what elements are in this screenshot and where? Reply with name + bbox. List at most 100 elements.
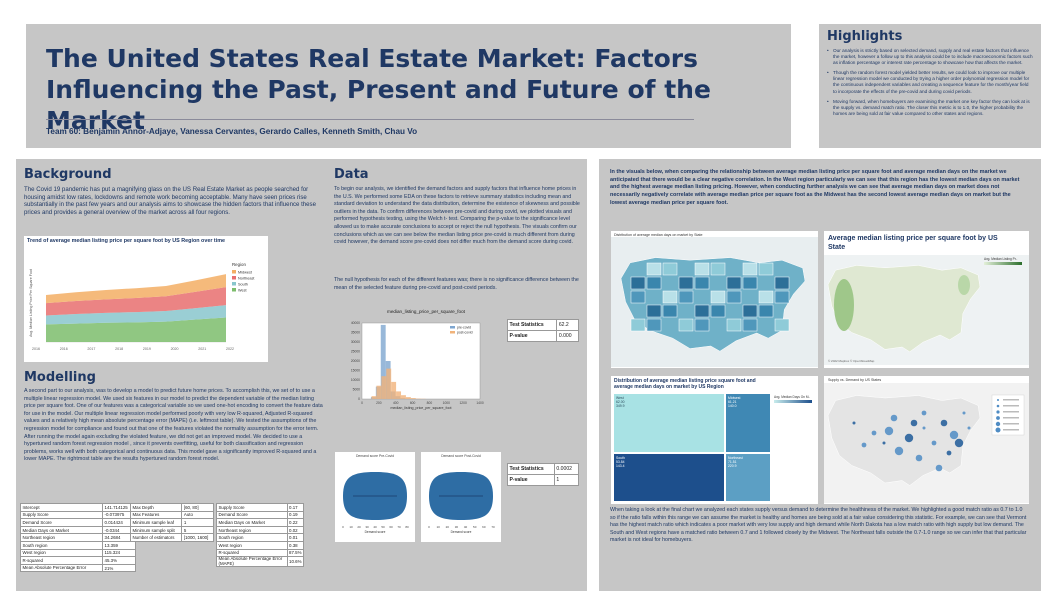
map-price-legend-label: Avg. Median Listing Pr.. bbox=[984, 257, 1018, 261]
table-label-cell: Minimum sample split bbox=[129, 525, 183, 535]
table-label-cell: Mean Absolute Percentage Error bbox=[19, 563, 104, 573]
area-series-midwest bbox=[46, 274, 226, 304]
state-bubble bbox=[949, 430, 959, 440]
histogram-title: median_listing_price_per_square_foot bbox=[387, 309, 465, 314]
treemap-cell-value: 71.51 bbox=[728, 460, 737, 465]
background-heading: Background bbox=[24, 167, 112, 182]
test-table-2: Test Statistics 0.0002 P-value 1 bbox=[507, 463, 580, 486]
table-row: Mean Absolute Percentage Error 21% bbox=[19, 563, 136, 573]
violin2-title: Demand score Post-Covid bbox=[441, 454, 481, 458]
state-bubble bbox=[890, 414, 898, 422]
x-tick-label: 30 bbox=[455, 525, 459, 529]
state-shape bbox=[630, 276, 646, 290]
x-tick-label: 70 bbox=[397, 525, 401, 529]
state-bubble bbox=[962, 411, 966, 415]
test1-p-value: 0.000 bbox=[556, 330, 579, 342]
table-row: Supply Score -0.073975 bbox=[19, 510, 136, 520]
treemap-cell-label: Midwest bbox=[728, 396, 741, 400]
state-shape bbox=[710, 262, 726, 276]
table-value-cell: 0.17 bbox=[286, 503, 305, 512]
table-label-cell: Number of estimators bbox=[129, 533, 183, 542]
table-label-cell: Supply Score bbox=[216, 503, 288, 512]
x-tick-label: 0 bbox=[342, 525, 344, 529]
supply-demand-map bbox=[824, 383, 1029, 503]
data-heading: Data bbox=[334, 167, 369, 182]
legend-swatch bbox=[232, 276, 236, 280]
legend-swatch bbox=[232, 270, 236, 274]
legend-label: post-covid bbox=[457, 330, 473, 334]
table-row: Number of estimators [1000, 1600] bbox=[129, 533, 214, 542]
legend-swatch bbox=[450, 331, 455, 334]
area-series-west bbox=[46, 317, 226, 342]
state-shape bbox=[774, 290, 790, 304]
test1-p-label: P-value bbox=[506, 330, 558, 342]
table-label-cell: West region bbox=[216, 540, 288, 550]
x-tick-label: 2021 bbox=[198, 347, 206, 351]
state-bubble bbox=[871, 430, 877, 436]
x-tick-label: 70 bbox=[491, 525, 495, 529]
state-shape bbox=[726, 318, 742, 332]
modelling-heading: Modelling bbox=[24, 370, 96, 385]
state-bubble bbox=[852, 421, 856, 425]
table-label-cell: Demand Score bbox=[19, 518, 104, 527]
state-shape bbox=[726, 276, 742, 290]
x-tick-label: 1000 bbox=[443, 401, 451, 405]
y-tick-label: 5000 bbox=[353, 388, 361, 392]
treemap-cell-value: 349.9 bbox=[616, 404, 625, 409]
x-tick-label: 60 bbox=[389, 525, 393, 529]
findings-intro: In the visuals below, when comparing the… bbox=[610, 169, 1020, 206]
table-row: West region 115.324 bbox=[19, 548, 136, 558]
legend-line bbox=[1003, 429, 1019, 431]
table-value-cell: 87.5% bbox=[286, 548, 305, 558]
state-bubble bbox=[940, 419, 948, 427]
state-shape-northeast bbox=[958, 275, 970, 295]
test2-stat-value: 0.0002 bbox=[553, 463, 580, 475]
supply-demand-card: Supply vs. Demand by US States bbox=[824, 376, 1029, 504]
state-shape bbox=[662, 304, 678, 318]
treemap-cell-value: 62.00 bbox=[616, 400, 625, 405]
legend-bubble bbox=[995, 421, 1001, 427]
state-shape bbox=[726, 290, 742, 304]
legend-label: pre-covid bbox=[457, 325, 471, 329]
table-label-cell: Median Days on Market bbox=[216, 518, 288, 527]
map-price-legend-bar bbox=[984, 262, 1022, 265]
test2-p-value: 1 bbox=[553, 474, 580, 486]
state-bubble bbox=[915, 454, 923, 462]
test1-stat-value: 62.2 bbox=[556, 319, 579, 331]
state-shape bbox=[662, 290, 678, 304]
treemap-legend-label: Avg. Median Days On M.. bbox=[774, 395, 811, 399]
test2-stat-label: Test Statistics bbox=[507, 463, 555, 475]
x-tick-label: 2016 bbox=[60, 347, 68, 351]
state-shape bbox=[694, 304, 710, 318]
test1-stat-label: Test Statistics bbox=[506, 319, 558, 331]
table-value-cell: 0.38 bbox=[286, 540, 305, 550]
state-shape-west bbox=[834, 279, 854, 331]
highlights-list: Our analysis is strictly based on select… bbox=[827, 48, 1033, 117]
legend-bubble bbox=[997, 399, 999, 401]
table-row: Northeast region 0.02 bbox=[216, 525, 305, 535]
table-label-cell: South region bbox=[19, 540, 104, 550]
state-shape bbox=[678, 290, 694, 304]
legend-swatch bbox=[450, 326, 455, 329]
random-forest-params-table: Max Depth [60, 80] Max Features Auto Minimum… bbox=[129, 503, 214, 542]
table-label-cell: Northeast region bbox=[19, 533, 104, 542]
authors: Team 60: Benjamin Annor-Adjaye, Vanessa … bbox=[46, 127, 418, 136]
legend-bubble bbox=[996, 404, 1000, 408]
legend-bubble bbox=[995, 427, 1001, 433]
x-tick-label: 800 bbox=[427, 401, 433, 405]
treemap: West 62.00 349.9 Midwest 61.21 140.0 Northeast… bbox=[613, 393, 771, 502]
state-shape bbox=[742, 318, 758, 332]
map-price-card: Average median listing price per square … bbox=[824, 231, 1029, 368]
state-shape bbox=[646, 304, 662, 318]
table-row: Max Features Auto bbox=[129, 510, 214, 520]
legend-line bbox=[1003, 399, 1019, 401]
state-shape bbox=[630, 290, 646, 304]
histogram-bar bbox=[410, 398, 416, 399]
histogram-bar bbox=[396, 391, 402, 399]
state-bubble bbox=[904, 433, 914, 443]
test-table-1: Test Statistics 62.2 P-value 0.000 bbox=[506, 319, 579, 342]
y-tick-label: 25000 bbox=[351, 350, 360, 354]
random-forest-results-table: Supply Score 0.17 Demand Score 0.19 Median D… bbox=[216, 503, 305, 568]
treemap-cell: Northeast 71.51 220.9 bbox=[725, 453, 771, 502]
state-shape bbox=[742, 304, 758, 318]
